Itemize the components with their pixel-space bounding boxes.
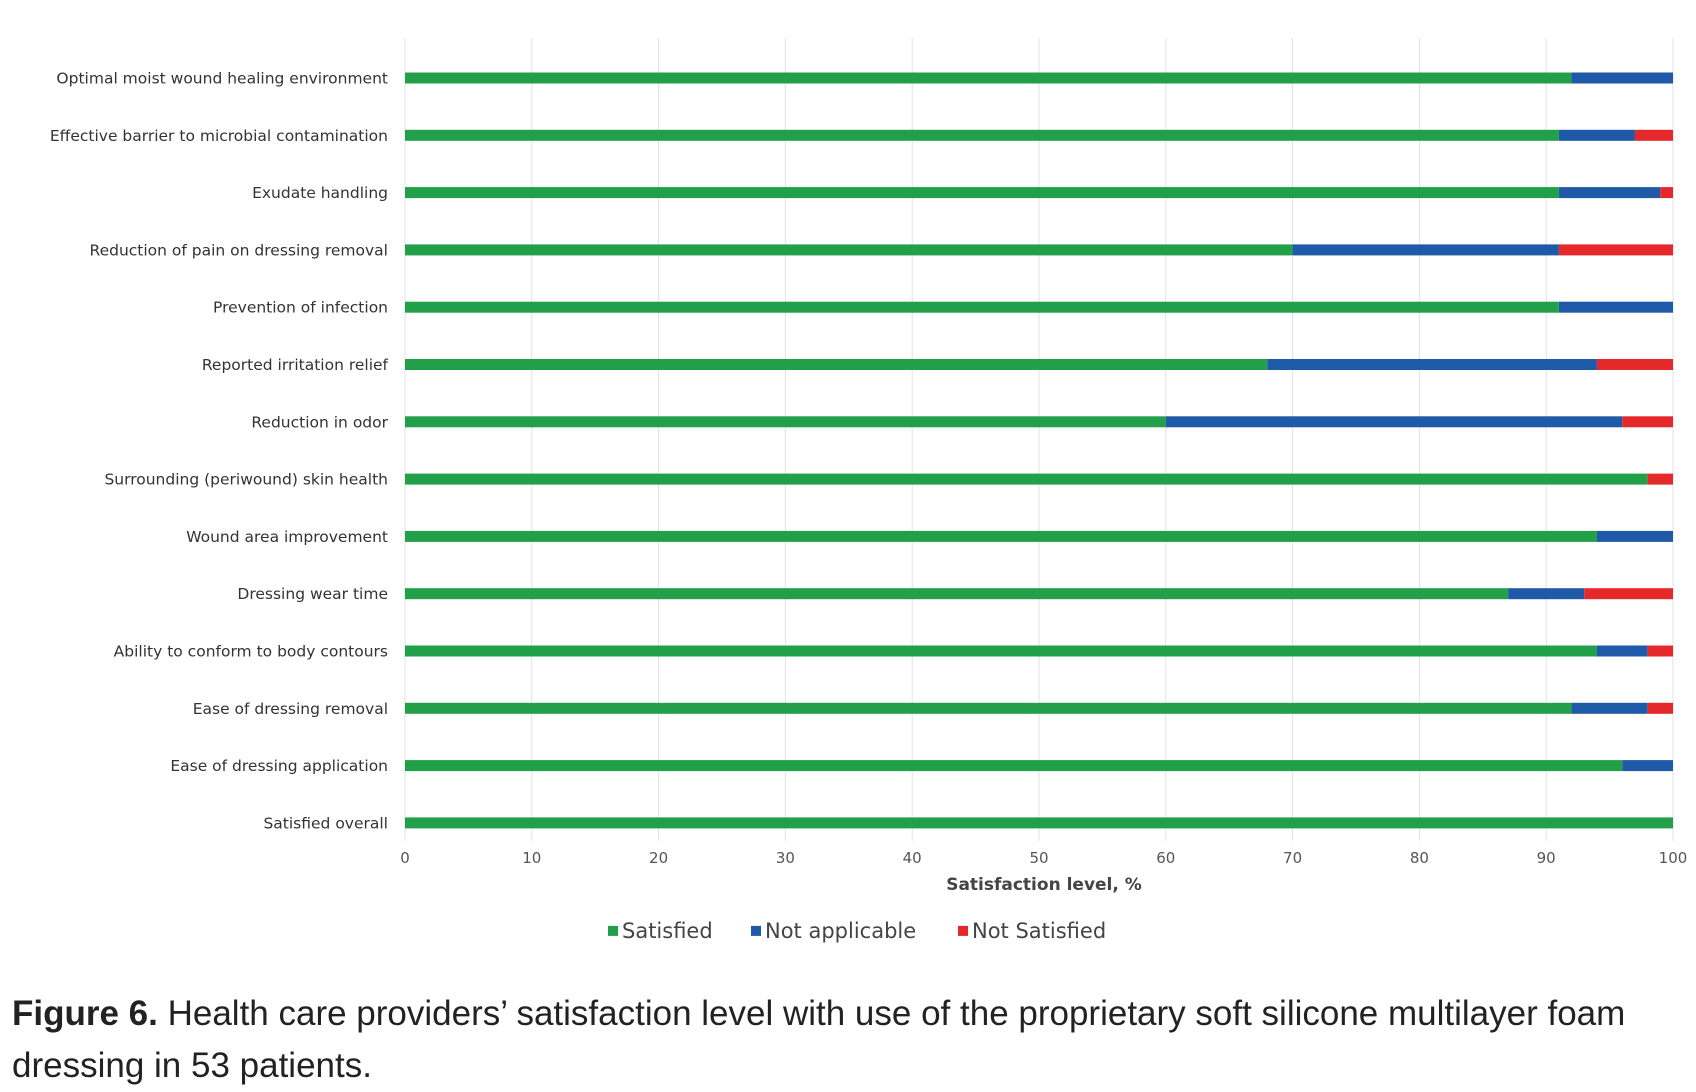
category-labels: Optimal moist wound healing environment E… bbox=[50, 70, 389, 833]
caption-label: Figure 6. bbox=[12, 994, 158, 1033]
bar-satisfied bbox=[405, 645, 1597, 657]
bar-not-applicable bbox=[1558, 187, 1661, 199]
bar-satisfied bbox=[405, 129, 1559, 141]
bar-satisfied bbox=[405, 72, 1572, 84]
gridlines bbox=[404, 38, 1674, 841]
category-label: Ease of dressing application bbox=[170, 757, 388, 775]
x-tick-label: 0 bbox=[400, 849, 410, 867]
x-tick-label: 50 bbox=[1029, 849, 1048, 867]
x-tick-label: 70 bbox=[1283, 849, 1302, 867]
category-label: Dressing wear time bbox=[237, 585, 388, 603]
x-tick-label: 90 bbox=[1537, 849, 1556, 867]
category-label: Reported irritation relief bbox=[202, 356, 389, 374]
category-label: Reduction in odor bbox=[251, 413, 388, 431]
x-axis-title: Satisfaction level, % bbox=[946, 875, 1142, 895]
stacked-bar-chart: Optimal moist wound healing environment E… bbox=[50, 38, 1687, 943]
x-tick-label: 40 bbox=[903, 849, 922, 867]
bar-not-satisfied bbox=[1647, 702, 1673, 714]
category-label: Prevention of infection bbox=[213, 299, 388, 317]
bar-satisfied bbox=[405, 473, 1648, 485]
category-label: Wound area improvement bbox=[186, 528, 388, 546]
bar-not-applicable bbox=[1292, 244, 1559, 256]
bar-not-satisfied bbox=[1622, 416, 1673, 428]
bar-not-applicable bbox=[1596, 530, 1673, 542]
bar-satisfied bbox=[405, 760, 1623, 772]
legend-swatch bbox=[751, 925, 761, 936]
bar-not-satisfied bbox=[1634, 129, 1673, 141]
x-tick-label: 100 bbox=[1659, 849, 1688, 867]
legend-label: Not applicable bbox=[765, 919, 916, 943]
bar-not-applicable bbox=[1571, 72, 1673, 84]
bar-satisfied bbox=[405, 588, 1509, 600]
bar-satisfied bbox=[405, 530, 1597, 542]
x-tick-label: 30 bbox=[776, 849, 795, 867]
bars bbox=[405, 72, 1673, 829]
bar-not-applicable bbox=[1622, 760, 1673, 772]
x-tick-labels: 0 10 20 30 40 50 60 70 80 90 100 bbox=[400, 849, 1687, 867]
bar-not-applicable bbox=[1558, 129, 1635, 141]
x-tick-label: 80 bbox=[1410, 849, 1429, 867]
bar-satisfied bbox=[405, 359, 1268, 370]
bar-not-applicable bbox=[1508, 588, 1585, 600]
category-label: Satisfied overall bbox=[263, 814, 388, 832]
caption-text: Health care providers’ satisfaction leve… bbox=[12, 994, 1626, 1085]
bar-not-satisfied bbox=[1558, 244, 1673, 256]
x-tick-label: 10 bbox=[522, 849, 541, 867]
category-label: Surrounding (periwound) skin health bbox=[104, 471, 388, 489]
category-label: Exudate handling bbox=[252, 184, 388, 202]
category-label: Effective barrier to microbial contamina… bbox=[50, 127, 388, 145]
legend-label: Not Satisfied bbox=[972, 919, 1106, 943]
legend: Satisfied Not applicable Not Satisfied bbox=[608, 919, 1106, 943]
bar-not-applicable bbox=[1558, 301, 1673, 313]
bar-not-satisfied bbox=[1584, 588, 1673, 600]
bar-not-applicable bbox=[1596, 645, 1648, 657]
bar-satisfied bbox=[405, 187, 1559, 199]
bar-satisfied bbox=[405, 416, 1166, 428]
bar-satisfied bbox=[405, 702, 1572, 714]
bar-satisfied bbox=[405, 301, 1559, 313]
figure-caption: Figure 6. Health care providers’ satisfa… bbox=[12, 988, 1682, 1092]
bar-not-satisfied bbox=[1660, 187, 1673, 199]
bar-not-satisfied bbox=[1596, 359, 1673, 370]
bar-not-applicable bbox=[1267, 359, 1597, 370]
bar-not-satisfied bbox=[1647, 473, 1673, 485]
x-tick-label: 20 bbox=[649, 849, 668, 867]
category-label: Optimal moist wound healing environment bbox=[56, 70, 388, 88]
legend-swatch bbox=[958, 925, 968, 936]
legend-label: Satisfied bbox=[622, 919, 713, 943]
bar-satisfied bbox=[405, 244, 1293, 256]
bar-not-applicable bbox=[1165, 416, 1623, 428]
x-tick-label: 60 bbox=[1156, 849, 1175, 867]
bar-not-satisfied bbox=[1647, 645, 1673, 657]
legend-swatch bbox=[608, 925, 618, 936]
bar-not-applicable bbox=[1571, 702, 1648, 714]
category-label: Reduction of pain on dressing removal bbox=[90, 241, 389, 259]
category-label: Ability to conform to body contours bbox=[114, 643, 388, 661]
bar-satisfied bbox=[405, 817, 1673, 829]
category-label: Ease of dressing removal bbox=[193, 700, 388, 718]
